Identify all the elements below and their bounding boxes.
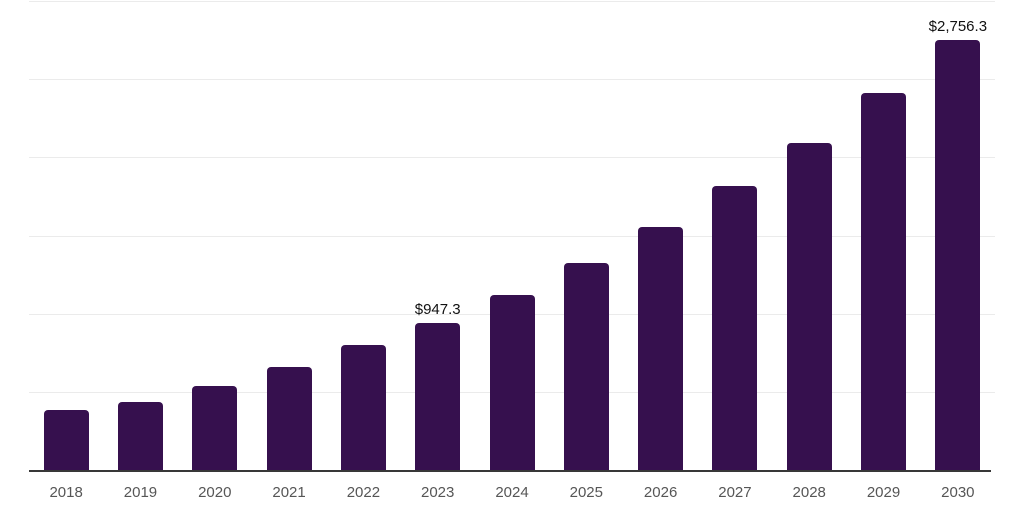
gridline-3000 <box>29 1 995 2</box>
gridline-2500 <box>29 79 995 81</box>
bar-2024[interactable] <box>489 295 535 471</box>
bar-2020[interactable] <box>192 385 238 471</box>
bar-2027[interactable] <box>712 186 758 471</box>
x-tick-2024: 2024 <box>495 484 529 501</box>
plot-area: $947.3 $2,756.3 <box>29 1 995 472</box>
x-tick-2022: 2022 <box>346 484 381 501</box>
x-tick-2021: 2021 <box>272 484 306 501</box>
gridline-1500 <box>29 235 995 237</box>
x-tick-2018: 2018 <box>49 484 83 501</box>
bar-2026[interactable] <box>638 227 684 471</box>
bar-2019[interactable] <box>117 402 163 471</box>
x-tick-2030: 2030 <box>941 484 975 501</box>
x-axis-line <box>29 470 991 472</box>
x-tick-2028: 2028 <box>792 484 826 501</box>
x-tick-2027: 2027 <box>718 484 752 501</box>
bar-2029[interactable] <box>861 93 907 471</box>
bar-2030[interactable] <box>935 40 981 471</box>
x-tick-2026: 2026 <box>643 484 678 501</box>
x-tick-2029: 2029 <box>866 484 901 501</box>
x-tick-2019: 2019 <box>123 484 158 501</box>
data-label-2023: $947.3 <box>414 300 461 318</box>
x-tick-2025: 2025 <box>569 484 603 501</box>
x-tick-2020: 2020 <box>198 484 232 501</box>
bar-2021[interactable] <box>266 367 312 471</box>
bar-2023[interactable] <box>415 322 461 471</box>
bar-2025[interactable] <box>563 263 609 471</box>
gridline-2000 <box>29 157 995 159</box>
bar-2022[interactable] <box>340 345 386 471</box>
bar-2028[interactable] <box>786 142 832 471</box>
bar-2018[interactable] <box>43 410 89 471</box>
data-label-2030: $2,756.3 <box>928 18 988 36</box>
x-tick-2023: 2023 <box>421 484 455 501</box>
